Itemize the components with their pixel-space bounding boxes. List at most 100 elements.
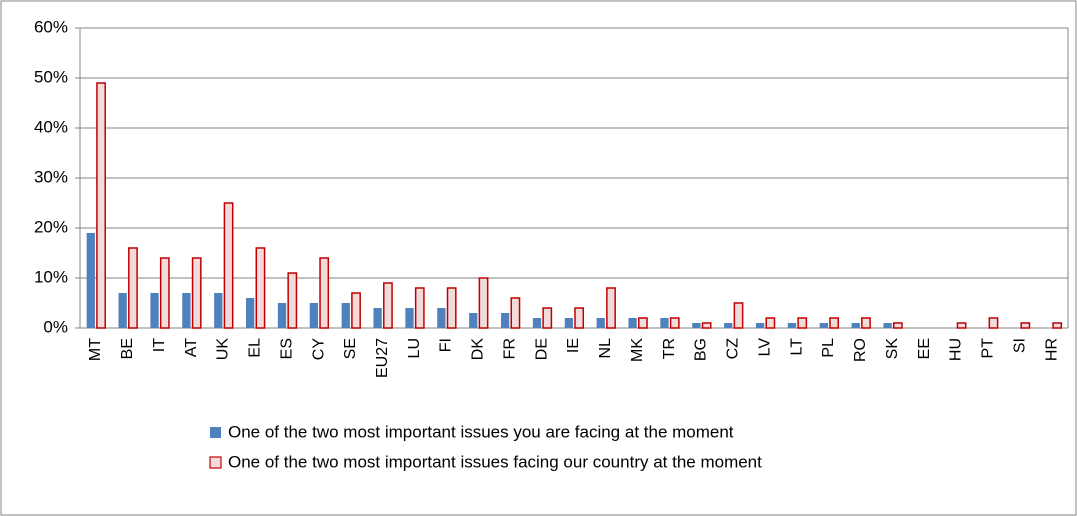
- bar: [733, 302, 744, 329]
- bar: [797, 317, 808, 329]
- bar: [829, 317, 840, 329]
- bar: [988, 317, 999, 329]
- legend-swatch: [209, 456, 222, 469]
- x-tick-label: EE: [916, 338, 933, 359]
- bar: [96, 82, 106, 329]
- bar: [255, 247, 266, 329]
- bar: [510, 297, 521, 329]
- bar: [383, 282, 393, 329]
- bar: [341, 303, 350, 328]
- x-tick-label: IT: [151, 338, 168, 352]
- bar: [214, 293, 223, 328]
- bar: [532, 318, 542, 328]
- bar: [637, 317, 648, 329]
- x-tick-label: MT: [87, 338, 104, 361]
- bar: [755, 323, 765, 328]
- x-tick-label: LT: [788, 338, 805, 356]
- x-tick-label: LU: [406, 338, 423, 358]
- bar: [574, 307, 585, 329]
- x-tick-label: BG: [693, 338, 710, 361]
- bar: [787, 323, 797, 328]
- x-tick-label: DE: [533, 338, 550, 360]
- bar: [628, 318, 637, 328]
- bar: [478, 277, 489, 329]
- y-tick-label: 50%: [34, 67, 68, 86]
- bar: [128, 247, 138, 329]
- x-tick-label: DK: [470, 338, 487, 361]
- bar: [851, 323, 860, 328]
- bar: [246, 298, 255, 328]
- x-tick-label: HR: [1043, 338, 1060, 361]
- x-tick-label: EU27: [374, 338, 391, 378]
- x-tick-label: AT: [183, 338, 200, 357]
- x-tick-label: SI: [1011, 338, 1028, 353]
- x-tick-label: CZ: [725, 338, 742, 360]
- y-tick-label: 20%: [34, 217, 68, 236]
- bar: [150, 293, 159, 328]
- bar: [351, 292, 361, 329]
- x-tick-label: NL: [597, 338, 614, 359]
- bar: [319, 257, 330, 329]
- bar: [405, 308, 414, 328]
- x-tick-label: MK: [629, 338, 646, 362]
- x-tick-label: IE: [565, 338, 582, 353]
- x-tick-label: SK: [884, 338, 901, 360]
- bar: [500, 313, 510, 328]
- bar: [819, 323, 828, 328]
- x-tick-label: SE: [342, 338, 359, 359]
- x-tick-label: EL: [247, 338, 264, 358]
- legend-label: One of the two most important issues you…: [228, 422, 734, 441]
- bar: [437, 308, 446, 328]
- bar: [724, 323, 733, 328]
- bar: [159, 257, 170, 329]
- bar: [564, 318, 573, 328]
- bar: [182, 293, 191, 328]
- x-tick-label: PT: [980, 338, 997, 359]
- bar: [1052, 322, 1063, 329]
- bar: [861, 317, 871, 329]
- y-tick-label: 60%: [34, 17, 68, 36]
- bar: [883, 323, 892, 328]
- x-tick-label: CY: [310, 338, 327, 361]
- y-tick-label: 0%: [43, 317, 68, 336]
- bar: [892, 322, 903, 329]
- bar: [692, 323, 701, 328]
- legend-swatch: [210, 427, 221, 438]
- y-tick-label: 10%: [34, 267, 68, 286]
- bar: [309, 303, 319, 328]
- bar: [414, 287, 425, 329]
- bar: [765, 317, 776, 329]
- bar: [542, 307, 553, 329]
- y-tick-label: 30%: [34, 167, 68, 186]
- x-tick-label: HU: [948, 338, 965, 361]
- bar: [118, 293, 127, 328]
- bar: [469, 313, 478, 328]
- x-tick-label: RO: [852, 338, 869, 362]
- bar: [446, 287, 457, 329]
- x-tick-label: FR: [501, 338, 518, 359]
- x-tick-label: TR: [661, 338, 678, 359]
- bar: [191, 257, 202, 329]
- bar: [606, 287, 616, 329]
- bar: [287, 272, 298, 329]
- x-tick-label: FI: [438, 338, 455, 352]
- bar: [669, 317, 680, 329]
- x-tick-label: UK: [215, 338, 232, 361]
- x-tick-label: PL: [820, 338, 837, 358]
- bar: [1020, 322, 1031, 329]
- bar: [701, 322, 712, 329]
- x-tick-label: ES: [278, 338, 295, 359]
- bar: [277, 303, 287, 328]
- bar: [373, 308, 382, 328]
- bar: [660, 318, 669, 328]
- bar: [223, 202, 234, 329]
- legend-label: One of the two most important issues fac…: [228, 452, 762, 471]
- bar: [956, 322, 967, 329]
- bar: [596, 318, 605, 328]
- bar: [86, 233, 95, 328]
- x-tick-label: LV: [756, 338, 773, 357]
- x-tick-label: BE: [119, 338, 136, 359]
- y-tick-label: 40%: [34, 117, 68, 136]
